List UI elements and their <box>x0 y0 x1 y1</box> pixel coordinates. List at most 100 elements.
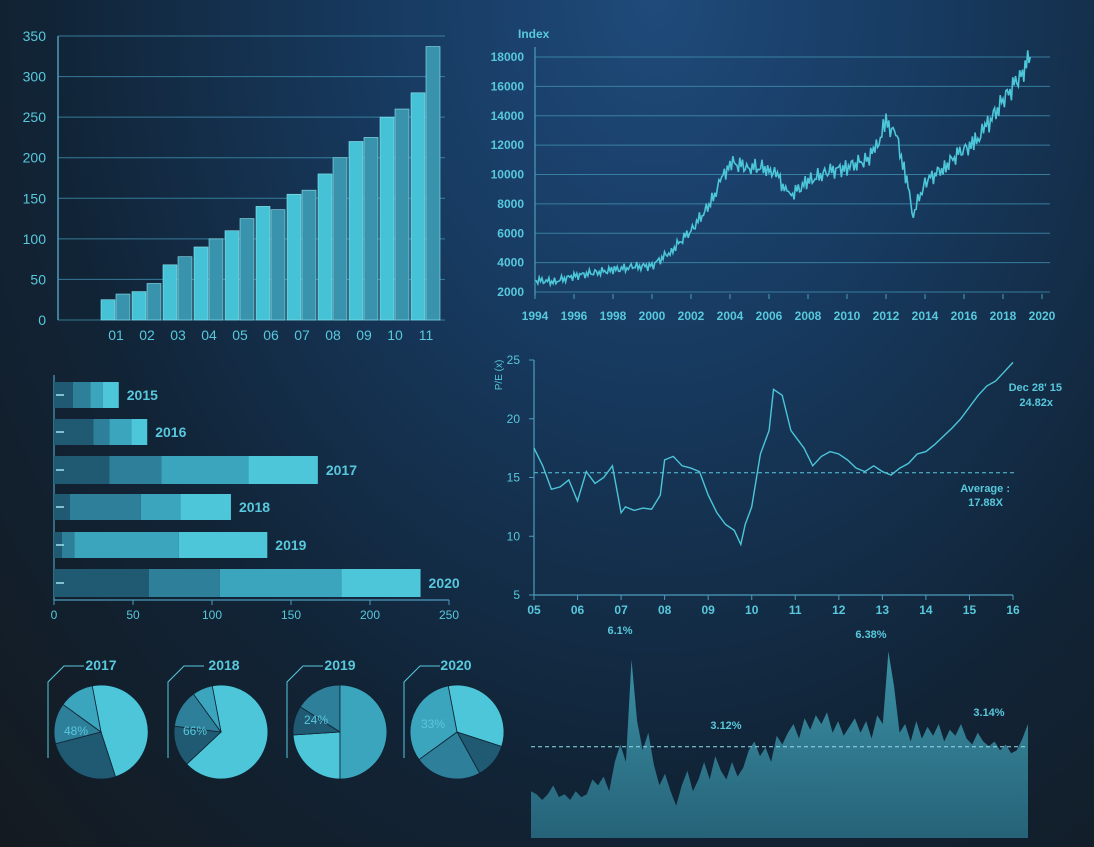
bar1-bar <box>363 137 379 321</box>
pie-slice <box>339 684 388 780</box>
index-x-tick: 2004 <box>717 309 744 323</box>
index-x-tick: 1996 <box>561 309 588 323</box>
bar1-y-tick: 50 <box>30 271 46 287</box>
hbar-segment <box>69 494 141 520</box>
bar1-y-tick: 250 <box>23 109 47 125</box>
bar1-bar <box>146 283 162 321</box>
pe-y-tick: 5 <box>513 588 520 602</box>
bar1-bar <box>425 46 441 321</box>
pie-bracket <box>403 665 440 758</box>
bar1-bar <box>115 293 131 321</box>
bar1-bar <box>224 230 240 321</box>
bar1-bar <box>100 299 116 321</box>
bar1-y-tick: 200 <box>23 150 47 166</box>
area-annotation: 6.1% <box>607 625 632 637</box>
pie-slice <box>55 731 117 780</box>
hbar-x-tick: 250 <box>439 608 459 622</box>
pe-y-tick: 20 <box>507 412 521 426</box>
bar1-bar <box>286 193 302 321</box>
bar1-y-tick: 0 <box>38 312 46 328</box>
index-x-tick: 1998 <box>600 309 627 323</box>
bar1-x-tick: 07 <box>294 327 310 343</box>
hbar-segment <box>248 456 318 484</box>
pie-percent-label: 24% <box>304 713 328 727</box>
index-x-tick: 2002 <box>678 309 705 323</box>
hbar-segment <box>341 569 421 597</box>
bar1-bar <box>332 157 348 321</box>
bar1-bar <box>131 291 147 321</box>
bar1-bar <box>301 189 317 321</box>
bar1-x-tick: 09 <box>356 327 372 343</box>
bar1-y-tick: 100 <box>23 231 47 247</box>
pe-y-label: P/E (x) <box>494 360 505 391</box>
bar1-x-tick: 02 <box>139 327 155 343</box>
index-x-tick: 2012 <box>873 309 900 323</box>
hbar-category-label: 2020 <box>429 575 460 591</box>
pie-slice <box>447 684 505 748</box>
pe-y-tick: 10 <box>507 529 521 543</box>
pe-x-tick: 11 <box>789 603 802 617</box>
pe-x-tick: 05 <box>527 603 541 617</box>
bar1-y-tick: 300 <box>23 69 47 85</box>
pe-x-tick: 13 <box>876 603 890 617</box>
bar1-bar <box>270 209 286 321</box>
index-line <box>534 50 1032 288</box>
bar1-bar <box>348 141 364 321</box>
pie-slice <box>409 685 458 761</box>
index-y-tick: 12000 <box>491 138 525 152</box>
index-y-tick: 2000 <box>497 285 524 299</box>
pie-bracket <box>47 665 84 758</box>
pe-x-tick: 15 <box>963 603 977 617</box>
index-x-tick: 2020 <box>1029 309 1056 323</box>
hbar-segment <box>93 419 110 445</box>
pie-slice <box>299 684 341 733</box>
hbar-segment <box>148 569 220 597</box>
hbar-segment <box>72 382 91 408</box>
hbar-x-tick: 100 <box>202 608 222 622</box>
bar1-x-tick: 04 <box>201 327 217 343</box>
bar1-x-tick: 01 <box>108 327 124 343</box>
index-y-tick: 10000 <box>491 168 525 182</box>
hbar-segment <box>90 382 103 408</box>
index-x-tick: 1994 <box>522 309 549 323</box>
hbar-segment <box>131 419 148 445</box>
bar1-bar <box>394 108 410 321</box>
index-y-tick: 6000 <box>497 226 524 240</box>
index-x-tick: 2006 <box>756 309 783 323</box>
hbar-segment <box>161 456 249 484</box>
index-x-tick: 2016 <box>951 309 978 323</box>
pe-x-tick: 12 <box>832 603 846 617</box>
hbar-category-label: 2017 <box>326 462 357 478</box>
pie-title: 2019 <box>324 657 355 673</box>
pe-annotation-value: 24.82x <box>1019 397 1054 409</box>
bar1-bar <box>177 256 193 321</box>
hbar-x-tick: 150 <box>281 608 301 622</box>
pe-x-tick: 09 <box>702 603 716 617</box>
pe-x-tick: 06 <box>571 603 585 617</box>
bar1-x-tick: 11 <box>419 327 434 343</box>
pie-slice <box>292 731 341 780</box>
hbar-x-tick: 50 <box>126 608 140 622</box>
pe-annotation-average-value: 17.88X <box>968 497 1004 509</box>
index-y-tick: 18000 <box>491 50 525 64</box>
pie-percent-label: 48% <box>64 724 88 738</box>
hbar-segment <box>180 494 231 520</box>
area-annotation: 3.14% <box>973 707 1004 719</box>
bar1-y-tick: 150 <box>23 190 47 206</box>
hbar-segment <box>109 456 162 484</box>
bar1-bar <box>379 116 395 321</box>
index-y-tick: 14000 <box>491 109 525 123</box>
hbar-category-label: 2019 <box>275 537 306 553</box>
bar1-x-tick: 06 <box>263 327 279 343</box>
hbar-segment <box>109 419 132 445</box>
pie-slice <box>192 685 222 733</box>
index-y-tick: 8000 <box>497 197 524 211</box>
pe-x-tick: 10 <box>745 603 759 617</box>
pie-title: 2018 <box>208 657 239 673</box>
pie-slice <box>418 731 481 780</box>
pie-slice <box>91 684 149 778</box>
hbar-segment <box>74 532 179 558</box>
pe-y-tick: 25 <box>507 353 521 367</box>
bar1-x-tick: 10 <box>387 327 403 343</box>
index-x-tick: 2010 <box>834 309 861 323</box>
